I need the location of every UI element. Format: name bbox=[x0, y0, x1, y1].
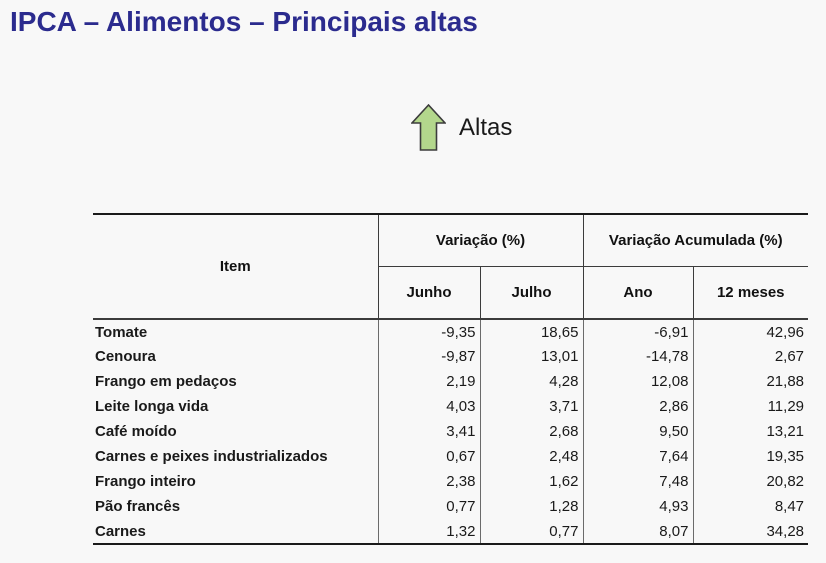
header-group-row: Item Variação (%) Variação Acumulada (%) bbox=[93, 214, 809, 320]
cell-junho: 2,38 bbox=[446, 473, 476, 490]
cell-ano: -6,91 bbox=[582, 319, 693, 344]
cell-12meses: 34,28 bbox=[692, 519, 809, 544]
cell-junho: 4,03 bbox=[446, 398, 476, 415]
table-row: Cenoura -9,87 13,01 -14,78 2,67 bbox=[93, 344, 809, 369]
cell-ano: 9,50 bbox=[582, 419, 693, 444]
col-group-variacao: Variação (%) bbox=[378, 214, 583, 267]
cell-12meses: 13,21 bbox=[692, 419, 809, 444]
cell-ano: 2,86 bbox=[582, 394, 693, 419]
col-header-julho: Julho bbox=[479, 266, 583, 320]
page-title: IPCA – Alimentos – Principais altas bbox=[10, 6, 478, 37]
cell-junho: 0,77 bbox=[446, 498, 476, 515]
col-header-ano: Ano bbox=[582, 266, 693, 320]
row-item-label: Carnes bbox=[93, 519, 379, 544]
header-sub-row: Junho Julho Ano 12 meses bbox=[93, 266, 809, 320]
row-item-label: Café moído bbox=[93, 419, 379, 444]
table-row: Leite longa vida 4,03 3,71 2,86 11,29 bbox=[93, 394, 809, 419]
row-item-label: Frango em pedaços bbox=[93, 369, 379, 394]
table-row: Frango inteiro 2,38 1,62 7,48 20,82 bbox=[93, 469, 809, 494]
cell-junho: 3,41 bbox=[446, 423, 476, 440]
row-item-label: Tomate bbox=[93, 319, 379, 344]
cell-12meses: 19,35 bbox=[692, 444, 809, 469]
legend-label: Altas bbox=[459, 113, 513, 141]
col-header-junho: Junho bbox=[378, 266, 480, 320]
cell-ano: -14,78 bbox=[582, 344, 693, 369]
row-item-label: Pão francês bbox=[93, 494, 379, 519]
cell-12meses: 21,88 bbox=[692, 369, 809, 394]
cell-ano: 8,07 bbox=[582, 519, 693, 544]
cell-ano: 4,93 bbox=[582, 494, 693, 519]
row-item-label: Leite longa vida bbox=[93, 394, 379, 419]
cell-ano: 7,48 bbox=[582, 469, 693, 494]
row-item-label: Cenoura bbox=[93, 344, 379, 369]
cell-julho: 3,71 bbox=[479, 394, 583, 419]
cell-junho: -9,35 bbox=[441, 323, 476, 341]
up-arrow-icon bbox=[411, 104, 446, 151]
table-row: Café moído 3,41 2,68 9,50 13,21 bbox=[93, 419, 809, 444]
ipca-altas-table: Item Variação (%) Variação Acumulada (%)… bbox=[93, 213, 809, 545]
cell-julho: 18,65 bbox=[479, 319, 583, 344]
cell-12meses: 8,47 bbox=[692, 494, 809, 519]
col-header-item: Item bbox=[93, 214, 379, 320]
cell-junho: 0,67 bbox=[446, 448, 476, 465]
cell-julho: 0,77 bbox=[479, 519, 583, 544]
table-body: Tomate -9,35 18,65 -6,91 42,96 Cenoura -… bbox=[93, 319, 809, 544]
col-group-variacao-acumulada: Variação Acumulada (%) bbox=[582, 214, 809, 267]
table-header: Item Variação (%) Variação Acumulada (%)… bbox=[93, 214, 809, 320]
cell-ano: 12,08 bbox=[582, 369, 693, 394]
cell-12meses: 42,96 bbox=[692, 319, 809, 344]
cell-junho: -9,87 bbox=[441, 348, 476, 365]
cell-julho: 4,28 bbox=[479, 369, 583, 394]
row-item-label: Frango inteiro bbox=[93, 469, 379, 494]
cell-julho: 2,68 bbox=[479, 419, 583, 444]
table-row: Pão francês 0,77 1,28 4,93 8,47 bbox=[93, 494, 809, 519]
cell-junho: 1,32 bbox=[446, 522, 476, 540]
cell-12meses: 2,67 bbox=[692, 344, 809, 369]
table-row: Tomate -9,35 18,65 -6,91 42,96 bbox=[93, 319, 809, 344]
table-row: Carnes e peixes industrializados 0,67 2,… bbox=[93, 444, 809, 469]
cell-julho: 13,01 bbox=[479, 344, 583, 369]
cell-12meses: 11,29 bbox=[692, 394, 809, 419]
cell-julho: 2,48 bbox=[479, 444, 583, 469]
cell-ano: 7,64 bbox=[582, 444, 693, 469]
cell-julho: 1,28 bbox=[479, 494, 583, 519]
cell-junho: 2,19 bbox=[446, 373, 476, 390]
row-item-label: Carnes e peixes industrializados bbox=[93, 444, 379, 469]
cell-12meses: 20,82 bbox=[692, 469, 809, 494]
table-row: Frango em pedaços 2,19 4,28 12,08 21,88 bbox=[93, 369, 809, 394]
legend-altas: Altas bbox=[411, 104, 512, 151]
cell-julho: 1,62 bbox=[479, 469, 583, 494]
col-header-12meses: 12 meses bbox=[692, 266, 809, 320]
table-row: Carnes 1,32 0,77 8,07 34,28 bbox=[93, 519, 809, 544]
